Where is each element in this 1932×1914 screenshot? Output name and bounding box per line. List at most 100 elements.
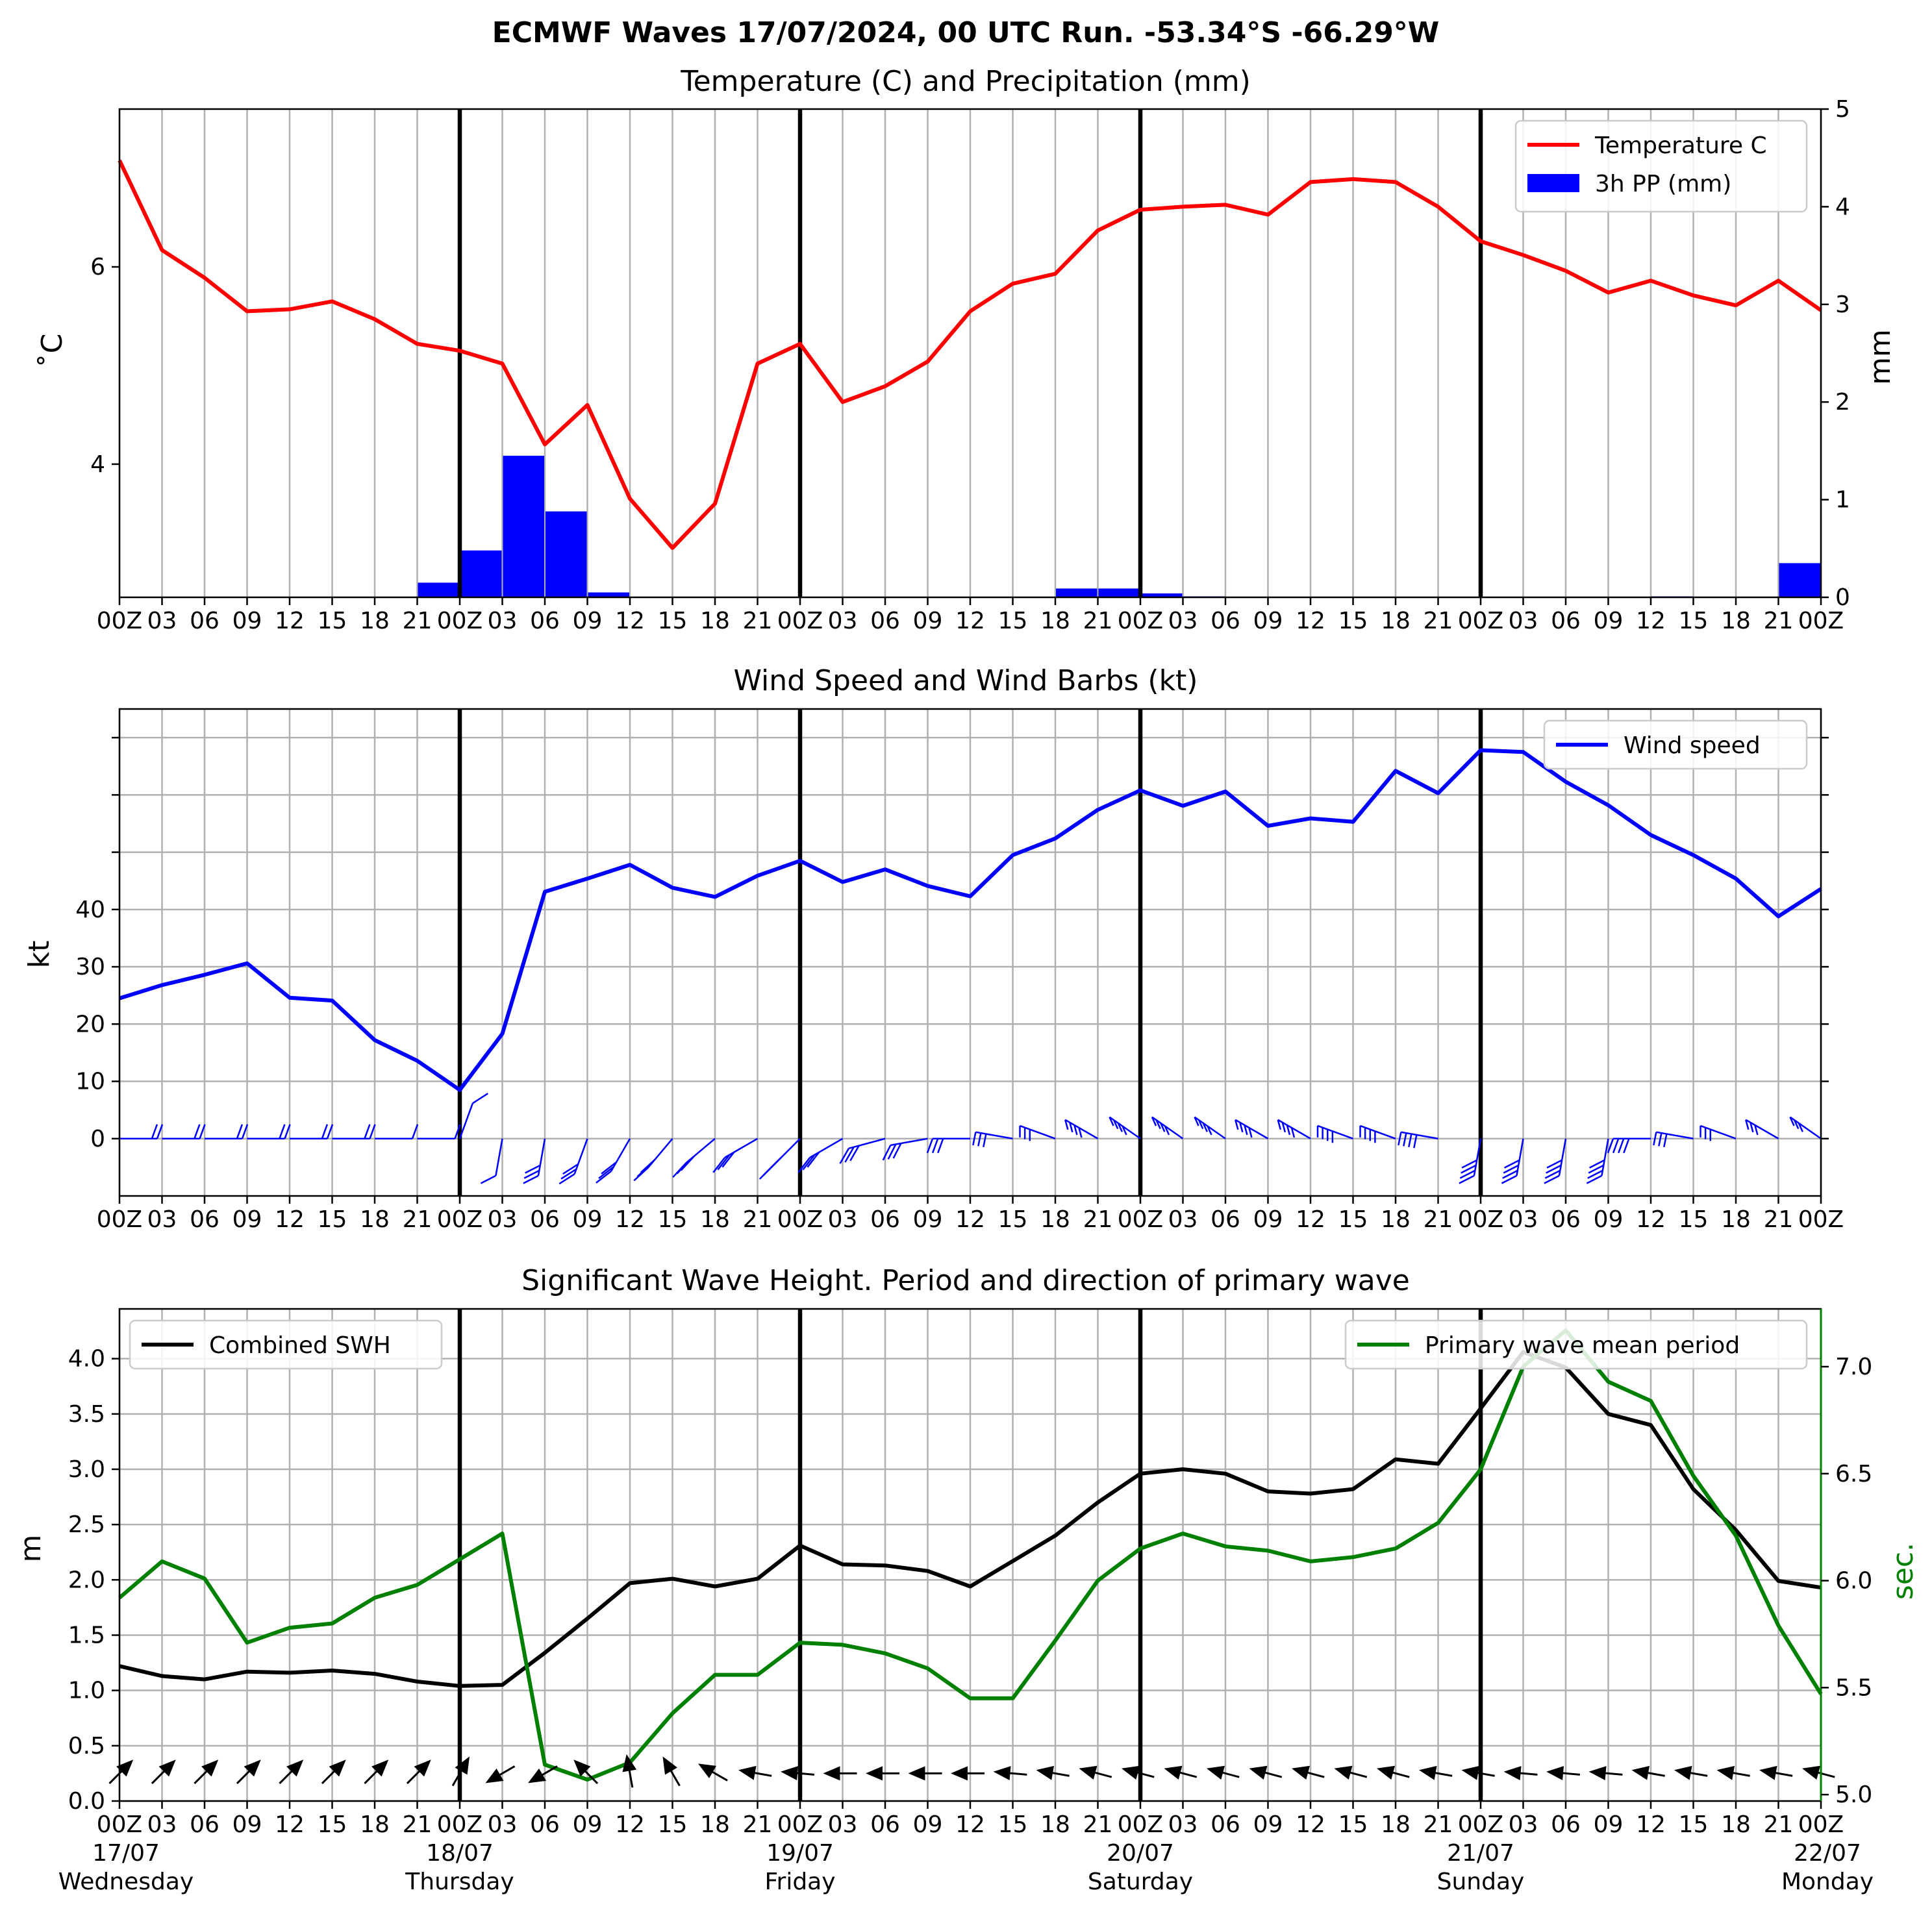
wave-arrow-head — [1588, 1766, 1607, 1780]
x-tick-label: 00Z — [437, 608, 483, 634]
wind-barb — [1789, 1116, 1822, 1139]
wave-direction-arrow — [1249, 1765, 1283, 1780]
wind-barb — [1109, 1116, 1141, 1139]
x-tick-label: 21 — [1083, 1206, 1113, 1233]
x-tick-label: 15 — [318, 608, 347, 634]
wind-barb — [205, 1124, 249, 1140]
wind-barb-feather — [712, 1156, 726, 1173]
wave-direction-arrow — [406, 1759, 431, 1785]
precip-bar — [1056, 588, 1098, 597]
wind-barb — [712, 1137, 759, 1173]
wind-barb-feather — [1754, 1125, 1759, 1136]
wind-barb — [1194, 1116, 1226, 1139]
wind-axis-label: kt — [23, 941, 56, 969]
precip-tick-label: 0 — [1835, 584, 1850, 611]
wave-direction-arrow — [781, 1766, 815, 1780]
swh-tick-label: 3.5 — [68, 1401, 105, 1428]
wave-arrow-head — [528, 1768, 546, 1784]
x-tick-label: 03 — [488, 1811, 518, 1838]
wind-tick-label: 10 — [75, 1069, 105, 1095]
wind-barb-feather — [1459, 1174, 1475, 1184]
x-tick-label: 12 — [1636, 608, 1666, 634]
temperature-axis-label: ˚C — [36, 334, 69, 368]
precip-legend-label: 3h PP (mm) — [1595, 171, 1731, 197]
wave-arrow-head — [329, 1759, 346, 1777]
wind-barb-feather — [977, 1132, 982, 1147]
wind-barb-feather — [972, 1132, 977, 1146]
wind-barb-feather — [1663, 1134, 1668, 1148]
wave-arrow-head — [993, 1766, 1011, 1780]
wind-barb-shaft — [458, 1102, 474, 1139]
wind-barb-feather — [454, 1124, 461, 1139]
wind-barb-feather — [525, 1164, 541, 1174]
x-tick-label: 09 — [573, 608, 603, 634]
wind-barb — [375, 1124, 419, 1140]
x-tick-label: 09 — [232, 1811, 262, 1838]
x-tick-label: 03 — [1509, 1811, 1538, 1838]
precip-tick-label: 4 — [1835, 193, 1850, 220]
x-tick-label: 03 — [1168, 608, 1198, 634]
wave-arrow-head — [1631, 1765, 1650, 1780]
wind-barb-feather — [1459, 1169, 1475, 1179]
wind-barb-feather — [717, 1154, 731, 1171]
wind-barb — [596, 1138, 631, 1184]
wave-direction-arrow — [528, 1765, 558, 1784]
wind-barb — [480, 1138, 503, 1184]
wave-arrow-head — [244, 1759, 261, 1777]
wind-barb-feather — [1612, 1138, 1620, 1154]
wind-barb-feather — [560, 1168, 577, 1180]
swh-tick-label: 3.0 — [68, 1456, 105, 1483]
wind-barb-feather — [931, 1138, 939, 1154]
x-tick-label: 09 — [1253, 1811, 1283, 1838]
x-tick-label: 00Z — [437, 1811, 483, 1838]
x-tick-label: 12 — [1636, 1206, 1666, 1233]
x-tick-label: 15 — [1679, 608, 1709, 634]
wind-title: Wind Speed and Wind Barbs (kt) — [734, 664, 1198, 697]
wind-barb-feather — [596, 1171, 612, 1184]
wind-barb-feather — [1461, 1164, 1477, 1174]
day-date-label: 21/07 — [1447, 1840, 1514, 1867]
wind-barb-feather — [601, 1161, 617, 1174]
x-tick-label: 06 — [530, 1206, 560, 1233]
wave-arrow-head — [116, 1759, 134, 1777]
wave-direction-arrow — [1674, 1765, 1708, 1780]
wave-direction-arrow — [908, 1766, 942, 1781]
wave-direction-arrow — [151, 1759, 176, 1785]
wave-arrow-head — [908, 1766, 925, 1781]
wave-arrow-head — [622, 1754, 637, 1772]
wave-arrow-head — [1546, 1766, 1564, 1780]
wind-barb-feather — [279, 1124, 286, 1139]
wave-arrow-head — [1249, 1765, 1268, 1780]
wave-arrow-head — [1207, 1765, 1225, 1780]
x-tick-label: 21 — [743, 608, 773, 634]
wave-arrow-head — [1122, 1765, 1140, 1780]
x-tick-label: 15 — [318, 1206, 347, 1233]
wind-barb-feather — [241, 1124, 249, 1139]
x-tick-label: 18 — [360, 1206, 390, 1233]
x-tick-label: 00Z — [437, 1206, 483, 1233]
wind-barb-feather — [369, 1124, 376, 1139]
wind-barb-feather — [326, 1124, 334, 1139]
x-tick-label: 06 — [870, 1811, 900, 1838]
wind-barb-feather — [151, 1124, 158, 1139]
wind-barb-shaft — [573, 1138, 588, 1174]
period-tick-label: 5.5 — [1835, 1674, 1872, 1701]
wind-barb-feather — [983, 1134, 987, 1148]
x-tick-label: 00Z — [1458, 1811, 1503, 1838]
x-tick-label: 09 — [913, 1206, 943, 1233]
wind-barb-feather — [1290, 1127, 1296, 1138]
wave-arrow-head — [823, 1766, 840, 1781]
wave-direction-arrow — [279, 1759, 304, 1785]
wind-barb — [1586, 1138, 1609, 1184]
wave-arrow-head — [455, 1756, 470, 1775]
wind-barb — [1544, 1138, 1567, 1184]
wind-barb-feather — [1794, 1119, 1800, 1130]
x-tick-label: 12 — [275, 1206, 305, 1233]
wind-barb-feather — [892, 1143, 902, 1159]
precip-axis-label: mm — [1864, 329, 1897, 385]
x-tick-label: 00Z — [97, 1811, 142, 1838]
wind-barb-feather — [1122, 1125, 1127, 1136]
wave-arrow-head — [662, 1756, 677, 1775]
wind-barb-feather — [1658, 1132, 1662, 1147]
